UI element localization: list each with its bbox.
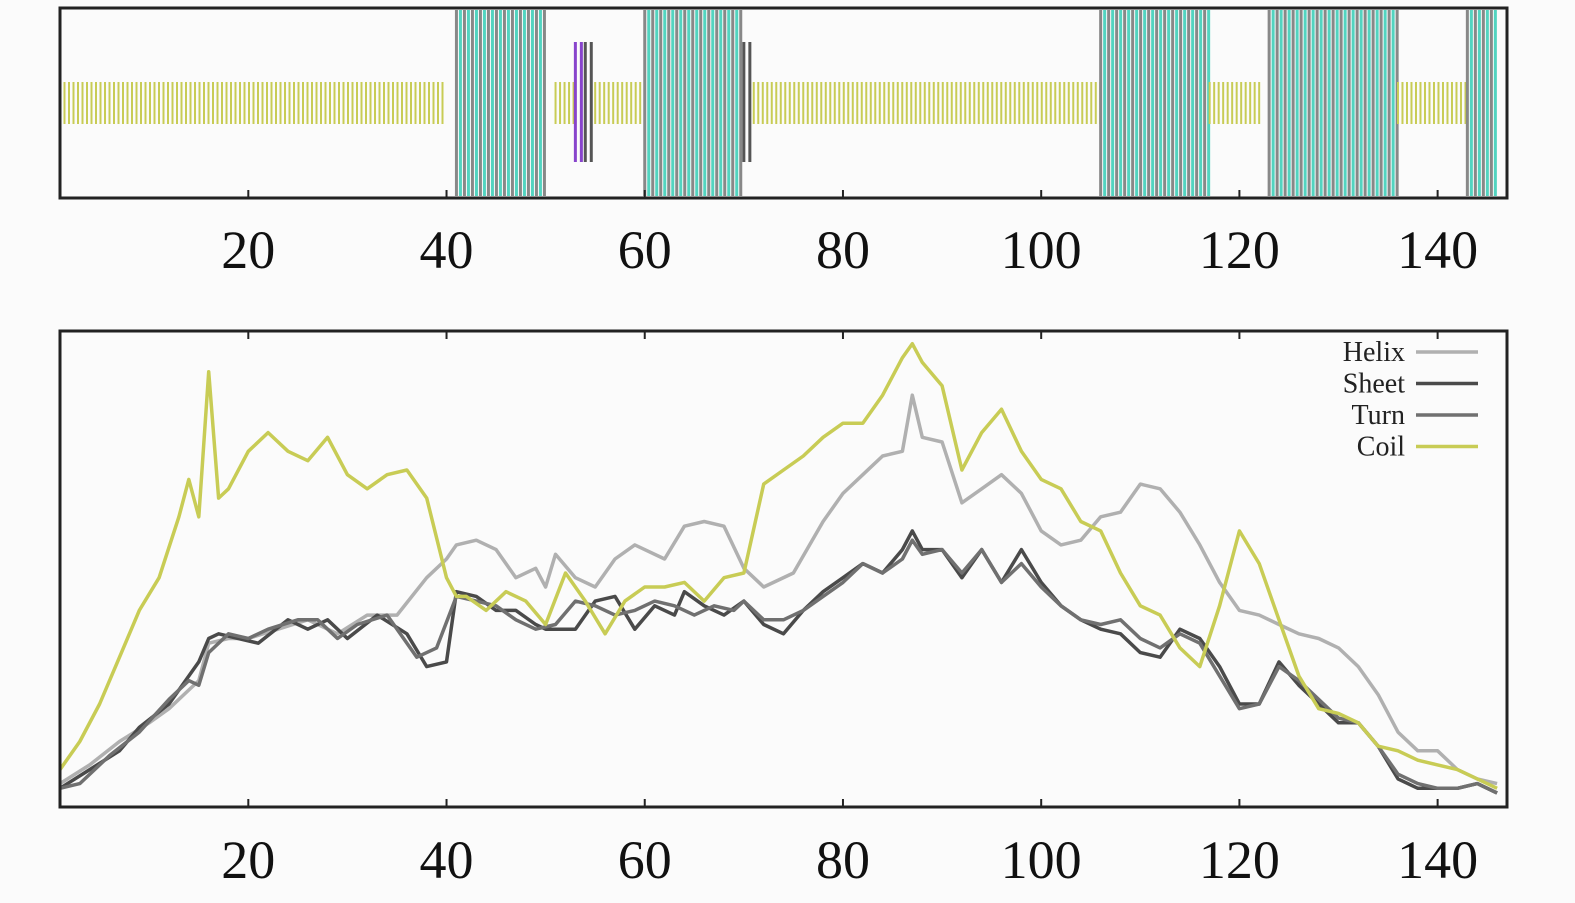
x-tick-label: 140 xyxy=(1397,830,1478,890)
track-frame xyxy=(58,6,1509,200)
structure-segment-coil xyxy=(752,82,1102,124)
x-tick-label: 120 xyxy=(1199,830,1280,890)
series-line-turn xyxy=(59,538,1498,795)
legend-label: Sheet xyxy=(1343,369,1405,400)
structure-track-panel: 20 40 60 80 100 120 140 xyxy=(58,6,1509,280)
structure-segment-coil xyxy=(1396,82,1467,124)
x-tick-label: 100 xyxy=(1001,830,1082,890)
x-tick-label: 140 xyxy=(1397,220,1478,280)
x-tick-label: 80 xyxy=(816,830,870,890)
structure-segment-helix xyxy=(1465,10,1497,196)
x-tick-label: 60 xyxy=(618,830,672,890)
structure-segment-turn xyxy=(573,42,583,162)
x-tick-label: 100 xyxy=(1001,220,1082,280)
legend-label: Helix xyxy=(1343,337,1405,368)
x-tick-label: 120 xyxy=(1199,220,1280,280)
x-tick-label: 20 xyxy=(221,830,275,890)
x-tick-label: 40 xyxy=(420,830,474,890)
structure-segment-coil xyxy=(59,82,444,124)
legend-label: Coil xyxy=(1357,432,1405,463)
x-tick-label: 80 xyxy=(816,220,870,280)
x-tick-label: 40 xyxy=(420,220,474,280)
structure-segment-sheet xyxy=(742,42,752,162)
plot-frame xyxy=(58,329,1509,809)
structure-segment-helix xyxy=(1099,10,1211,196)
legend-label: Turn xyxy=(1352,400,1405,431)
structure-segment-helix xyxy=(454,10,546,196)
series-line-coil xyxy=(58,341,1498,790)
structure-segment-coil xyxy=(554,82,575,124)
structure-segment-sheet xyxy=(583,42,593,162)
structure-segment-helix xyxy=(1267,10,1399,196)
x-tick-label: 60 xyxy=(618,220,672,280)
x-tick-label: 20 xyxy=(221,220,275,280)
structure-segment-coil xyxy=(1208,82,1261,124)
structure-segment-helix xyxy=(643,10,743,196)
